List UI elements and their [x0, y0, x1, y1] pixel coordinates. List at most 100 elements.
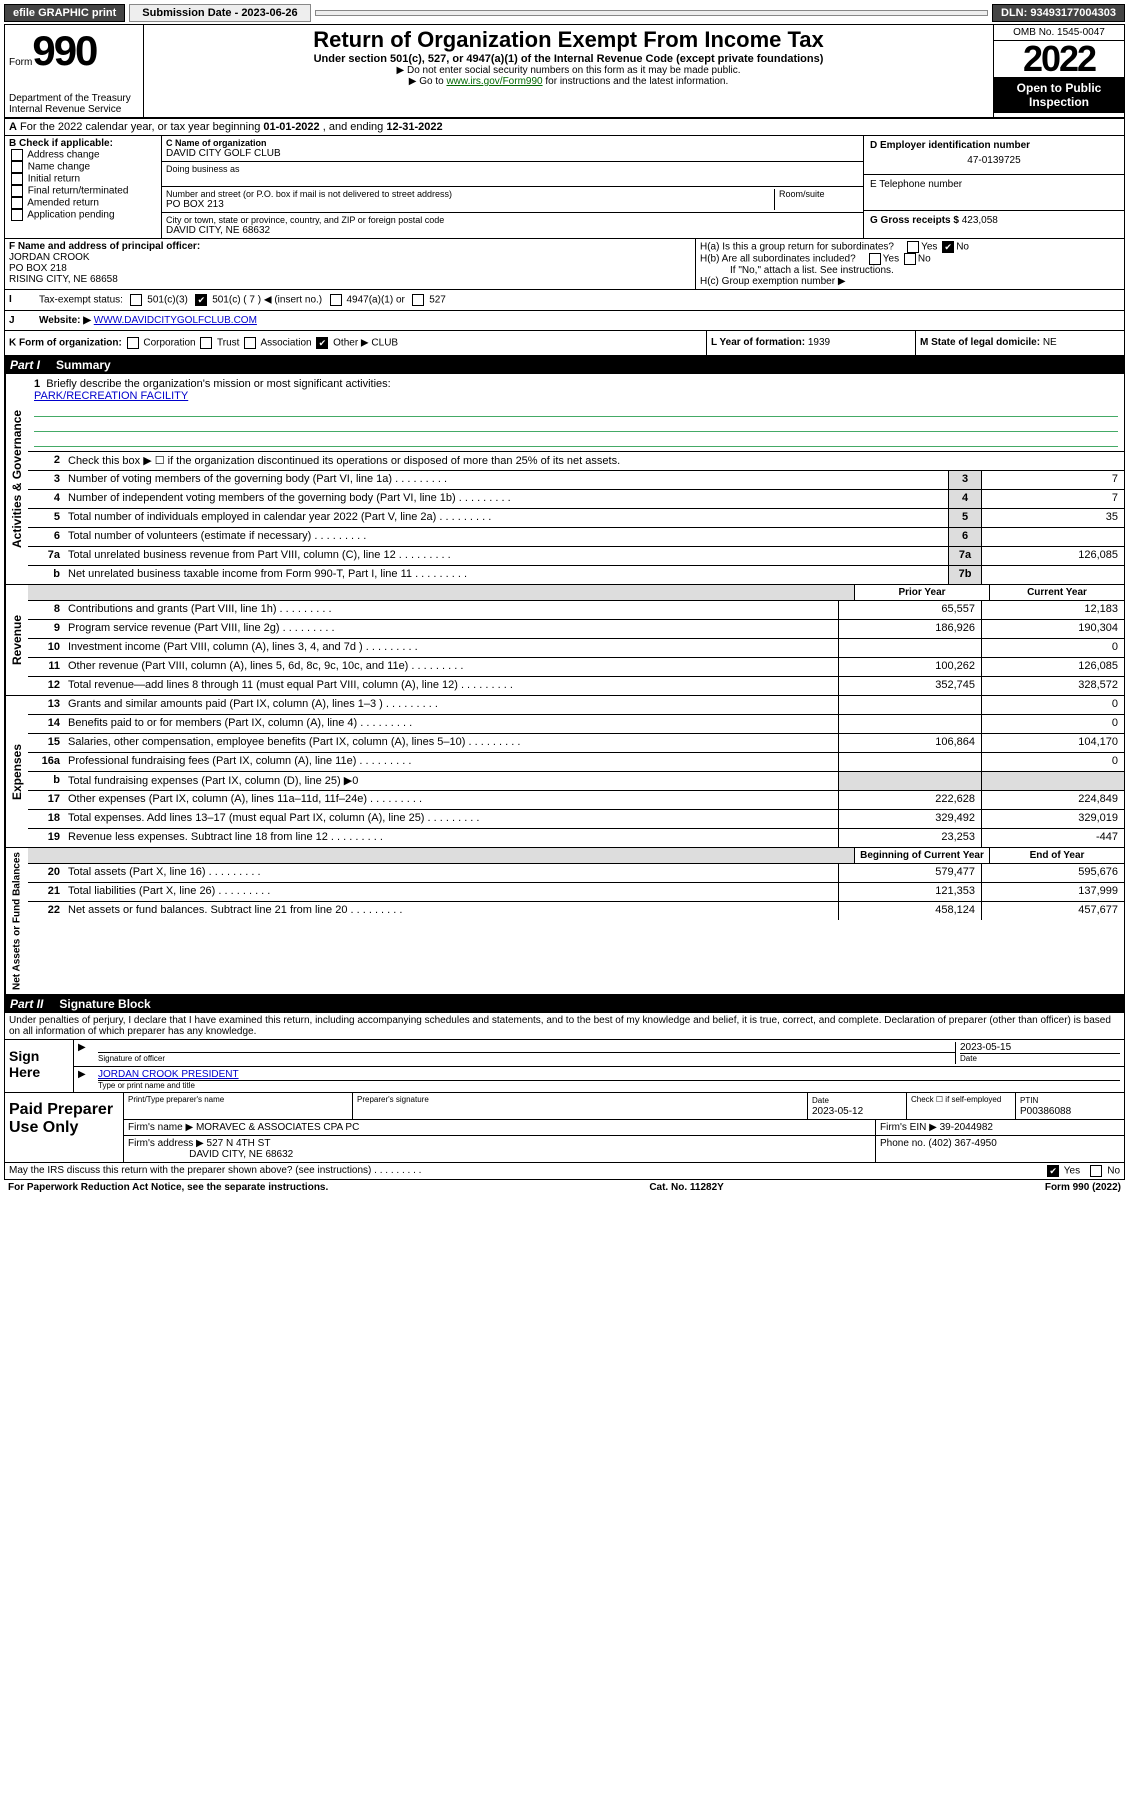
b-label: B Check if applicable: — [9, 138, 113, 149]
side-revenue: Revenue — [5, 585, 28, 695]
side-governance: Activities & Governance — [5, 374, 28, 584]
website-link[interactable]: WWW.DAVIDCITYGOLFCLUB.COM — [94, 315, 257, 326]
signature-block: Under penalties of perjury, I declare th… — [4, 1013, 1125, 1093]
line2: 2 Check this box ▶ ☐ if the organization… — [28, 452, 1124, 471]
table-row: 14Benefits paid to or for members (Part … — [28, 715, 1124, 734]
j-label: Website: ▶ — [39, 315, 91, 326]
firm-ein: 39-2044982 — [940, 1122, 993, 1133]
prep-sig-h: Preparer's signature — [353, 1093, 808, 1119]
l-label: L Year of formation: — [711, 337, 805, 348]
row-j: J Website: ▶ WWW.DAVIDCITYGOLFCLUB.COM — [4, 311, 1125, 331]
expenses-section: Expenses 13Grants and similar amounts pa… — [4, 696, 1125, 848]
officer-addr2: RISING CITY, NE 68658 — [9, 274, 118, 285]
firm-label: Firm's name ▶ — [128, 1122, 193, 1133]
form-note2: ▶ Go to www.irs.gov/Form990 for instruct… — [148, 76, 989, 87]
officer-sign-name[interactable]: JORDAN CROOK PRESIDENT — [98, 1069, 239, 1080]
hb-label: H(b) Are all subordinates included? — [700, 254, 856, 265]
firm-name: MORAVEC & ASSOCIATES CPA PC — [196, 1122, 359, 1133]
table-row: 8Contributions and grants (Part VIII, li… — [28, 601, 1124, 620]
cell-f: F Name and address of principal officer:… — [5, 239, 696, 289]
firm-phone: (402) 367-4950 — [928, 1138, 996, 1149]
note2-post: for instructions and the latest informat… — [543, 76, 729, 87]
efile-button[interactable]: efile GRAPHIC print — [4, 4, 125, 22]
firm-addr2: DAVID CITY, NE 68632 — [189, 1149, 293, 1160]
sign-name-label: Type or print name and title — [98, 1080, 1120, 1090]
ty-begin: 01-01-2022 — [263, 121, 319, 133]
table-row: 3Number of voting members of the governi… — [28, 471, 1124, 490]
col-begin: Beginning of Current Year — [854, 848, 989, 863]
form-ref: Form 990 (2022) — [1045, 1182, 1121, 1193]
table-row: 11Other revenue (Part VIII, column (A), … — [28, 658, 1124, 677]
discuss-row: May the IRS discuss this return with the… — [4, 1163, 1125, 1180]
table-row: 13Grants and similar amounts paid (Part … — [28, 696, 1124, 715]
addr-label: Number and street (or P.O. box if mail i… — [166, 189, 774, 199]
form-subtitle: Under section 501(c), 527, or 4947(a)(1)… — [148, 53, 989, 65]
officer-addr1: PO BOX 218 — [9, 263, 67, 274]
cb-amended-return[interactable]: Amended return — [9, 197, 157, 209]
state-domicile: NE — [1043, 337, 1057, 348]
cb-name-change[interactable]: Name change — [9, 161, 157, 173]
cell-k: K Form of organization: Corporation Trus… — [5, 331, 707, 355]
k-other-val: CLUB — [371, 338, 398, 349]
org-city: DAVID CITY, NE 68632 — [166, 225, 859, 236]
cb-initial-return[interactable]: Initial return — [9, 173, 157, 185]
table-row: 18Total expenses. Add lines 13–17 (must … — [28, 810, 1124, 829]
cb-address-change[interactable]: Address change — [9, 149, 157, 161]
form-title: Return of Organization Exempt From Incom… — [148, 27, 989, 53]
discuss-text: May the IRS discuss this return with the… — [9, 1165, 371, 1176]
city-label: City or town, state or province, country… — [166, 215, 859, 225]
sign-date: 2023-05-15 — [960, 1042, 1120, 1053]
ptin-val: P00386088 — [1020, 1106, 1071, 1117]
preparer-block: Paid Preparer Use Only Print/Type prepar… — [4, 1093, 1125, 1163]
table-row: 4Number of independent voting members of… — [28, 490, 1124, 509]
hb-note: If "No," attach a list. See instructions… — [700, 265, 1120, 276]
a-mid: , and ending — [323, 121, 387, 133]
mission-text[interactable]: PARK/RECREATION FACILITY — [34, 390, 188, 402]
footer: For Paperwork Reduction Act Notice, see … — [4, 1180, 1125, 1195]
sign-here-label: Sign Here — [5, 1040, 74, 1092]
cb-final-return[interactable]: Final return/terminated — [9, 185, 157, 197]
tax-year: 2022 — [994, 41, 1124, 77]
table-row: 19Revenue less expenses. Subtract line 1… — [28, 829, 1124, 847]
cb-app-pending[interactable]: Application pending — [9, 209, 157, 221]
phone-value — [870, 190, 1118, 206]
header-mid: Return of Organization Exempt From Incom… — [144, 25, 993, 117]
firm-phone-label: Phone no. — [880, 1138, 926, 1149]
spacer-bar — [315, 10, 988, 16]
g-label: G Gross receipts $ — [870, 215, 959, 226]
c-name-label: C Name of organization — [166, 138, 267, 148]
header-right: OMB No. 1545-0047 2022 Open to Public In… — [993, 25, 1124, 117]
part2-roman: Part II — [10, 997, 43, 1011]
open-inspection: Open to Public Inspection — [994, 77, 1124, 113]
form-note1: ▶ Do not enter social security numbers o… — [148, 65, 989, 76]
prep-title: Paid Preparer Use Only — [5, 1093, 124, 1162]
a-text: For the 2022 calendar year, or tax year … — [20, 121, 263, 133]
revenue-header: Prior Year Current Year — [28, 585, 1124, 601]
prep-date: 2023-05-12 — [812, 1106, 863, 1117]
dept-label: Department of the Treasury Internal Reve… — [9, 93, 139, 115]
e-label: E Telephone number — [870, 179, 1118, 190]
revenue-section: Revenue Prior Year Current Year 8Contrib… — [4, 585, 1125, 696]
d-label: D Employer identification number — [870, 140, 1030, 151]
part1-roman: Part I — [10, 358, 40, 372]
col-b: B Check if applicable: Address change Na… — [5, 136, 162, 238]
sign-date-label: Date — [960, 1053, 1120, 1063]
table-row: 17Other expenses (Part IX, column (A), l… — [28, 791, 1124, 810]
part2-header: Part II Signature Block — [4, 995, 1125, 1013]
sig-officer-label: Signature of officer — [98, 1054, 165, 1063]
row-i: I Tax-exempt status: 501(c)(3) 501(c) ( … — [4, 290, 1125, 311]
note2-pre: ▶ Go to — [409, 76, 447, 87]
penalty-text: Under penalties of perjury, I declare th… — [5, 1013, 1124, 1039]
f-label: F Name and address of principal officer: — [9, 241, 200, 252]
form-label: Form — [9, 57, 32, 68]
row-a: A For the 2022 calendar year, or tax yea… — [4, 119, 1125, 136]
table-row: 16aProfessional fundraising fees (Part I… — [28, 753, 1124, 772]
table-row: 21Total liabilities (Part X, line 26)121… — [28, 883, 1124, 902]
k-trust: Trust — [217, 338, 239, 349]
dln: DLN: 93493177004303 — [992, 4, 1125, 22]
governance-section: Activities & Governance 1 Briefly descri… — [4, 374, 1125, 585]
irs-link[interactable]: www.irs.gov/Form990 — [446, 76, 542, 87]
part2-title: Signature Block — [59, 997, 150, 1011]
top-bar: efile GRAPHIC print Submission Date - 20… — [4, 4, 1125, 22]
col-prior: Prior Year — [854, 585, 989, 600]
